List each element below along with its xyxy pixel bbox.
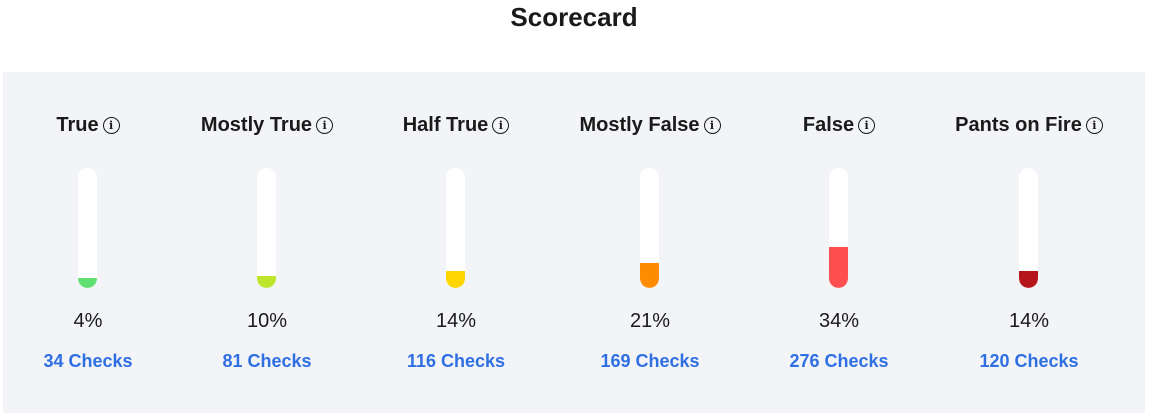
rating-label: Pants on Fire i bbox=[929, 114, 1129, 137]
info-icon[interactable]: i bbox=[102, 117, 120, 134]
rating-label-text: False bbox=[802, 114, 855, 136]
rating-bar-fill bbox=[78, 278, 97, 288]
rating-bar-fill bbox=[257, 276, 276, 288]
rating-bar-fill bbox=[829, 247, 848, 288]
rating-checks-link[interactable]: 34 Checks bbox=[43, 351, 133, 371]
rating-percent: 34% bbox=[818, 310, 860, 332]
rating-checks-link[interactable]: 116 Checks bbox=[406, 351, 506, 371]
scorecard-panel: True i 4% 34 Checks Mostly True i 10% 81 Ch… bbox=[3, 72, 1145, 413]
rating-label-text: True bbox=[56, 114, 99, 136]
rating-bar bbox=[829, 168, 848, 288]
rating-label: Mostly False i bbox=[550, 114, 750, 137]
rating-bar bbox=[1019, 168, 1038, 288]
rating-label-text: Pants on Fire bbox=[955, 114, 1082, 136]
rating-bar bbox=[640, 168, 659, 288]
rating-label: Half True i bbox=[356, 114, 556, 137]
rating-label: False i bbox=[739, 114, 939, 137]
rating-bar bbox=[78, 168, 97, 288]
info-icon[interactable]: i bbox=[492, 117, 510, 134]
rating-checks-link[interactable]: 276 Checks bbox=[789, 351, 889, 371]
rating-label: Mostly True i bbox=[167, 114, 367, 137]
rating-percent: 21% bbox=[629, 310, 671, 332]
rating-percent: 4% bbox=[73, 310, 103, 332]
rating-checks-link[interactable]: 120 Checks bbox=[979, 351, 1079, 371]
rating-bar bbox=[446, 168, 465, 288]
rating-bar-fill bbox=[1019, 271, 1038, 288]
rating-bar-fill bbox=[640, 262, 659, 288]
rating-percent: 14% bbox=[1008, 310, 1050, 332]
rating-checks-link[interactable]: 81 Checks bbox=[222, 351, 312, 371]
page-title: Scorecard bbox=[510, 2, 638, 32]
rating-label-text: Half True bbox=[402, 114, 489, 136]
rating-percent: 14% bbox=[435, 310, 477, 332]
rating-label-text: Mostly True bbox=[200, 114, 313, 136]
info-icon[interactable]: i bbox=[858, 117, 876, 134]
rating-bar bbox=[257, 168, 276, 288]
info-icon[interactable]: i bbox=[703, 117, 721, 134]
rating-label-text: Mostly False bbox=[579, 114, 700, 136]
rating-checks-link[interactable]: 169 Checks bbox=[600, 351, 700, 371]
info-icon[interactable]: i bbox=[316, 117, 334, 134]
rating-label: True i bbox=[0, 114, 188, 137]
rating-percent: 10% bbox=[246, 310, 288, 332]
info-icon[interactable]: i bbox=[1085, 117, 1103, 134]
rating-bar-fill bbox=[446, 271, 465, 288]
